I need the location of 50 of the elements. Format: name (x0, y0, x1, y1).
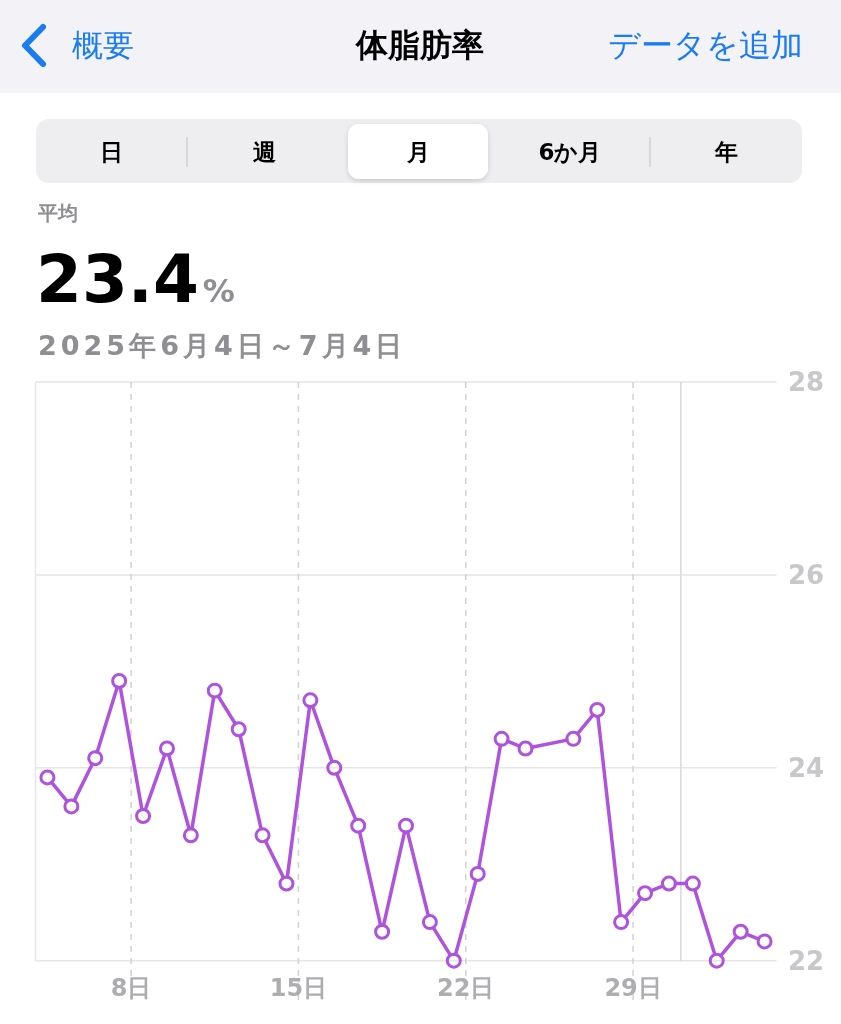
x-tick-label: 8日 (110, 974, 152, 1002)
point (374, 923, 391, 940)
point (398, 817, 414, 834)
point (254, 827, 271, 844)
point (613, 914, 630, 931)
text: データを追加 (608, 26, 803, 64)
text: 6か月 (538, 139, 602, 165)
point (111, 673, 128, 689)
chart-title: 体脂肪率 (355, 26, 484, 64)
point (589, 701, 606, 718)
x-tick-label: 22日 (437, 974, 495, 1002)
point (684, 875, 701, 892)
point (39, 769, 56, 786)
point (326, 759, 343, 776)
point (421, 914, 438, 931)
point (756, 933, 773, 950)
point (350, 817, 367, 834)
point (158, 740, 175, 757)
text: 概要 (72, 27, 134, 63)
text: 平均 (37, 201, 78, 225)
point (302, 692, 319, 709)
chart-subtitle: 2025年6月4日～7月4日 (38, 329, 407, 361)
point (182, 827, 199, 844)
text: 23.4 (36, 241, 199, 318)
point (87, 750, 104, 767)
point (517, 740, 534, 757)
x-tick-label: 29日 (604, 974, 662, 1002)
point (278, 875, 295, 892)
text: 年 (713, 139, 738, 165)
point (493, 730, 510, 747)
point (708, 952, 725, 969)
point (135, 808, 152, 825)
point (445, 952, 462, 969)
point (660, 875, 677, 892)
y-tick-label: 24 (788, 752, 825, 783)
point (230, 721, 247, 738)
point (565, 730, 582, 747)
y-tick-label: 22 (788, 945, 825, 976)
x-tick-label: 15日 (269, 974, 328, 1002)
text: % (202, 272, 235, 310)
text: 月 (405, 139, 430, 165)
point (63, 798, 80, 815)
text: 週 (252, 139, 276, 165)
point (469, 865, 486, 882)
y-tick-label: 26 (788, 559, 825, 590)
point (732, 923, 749, 940)
point (637, 885, 654, 902)
y-tick-label: 28 (788, 367, 825, 397)
text: 日 (99, 139, 123, 165)
point (206, 682, 223, 699)
